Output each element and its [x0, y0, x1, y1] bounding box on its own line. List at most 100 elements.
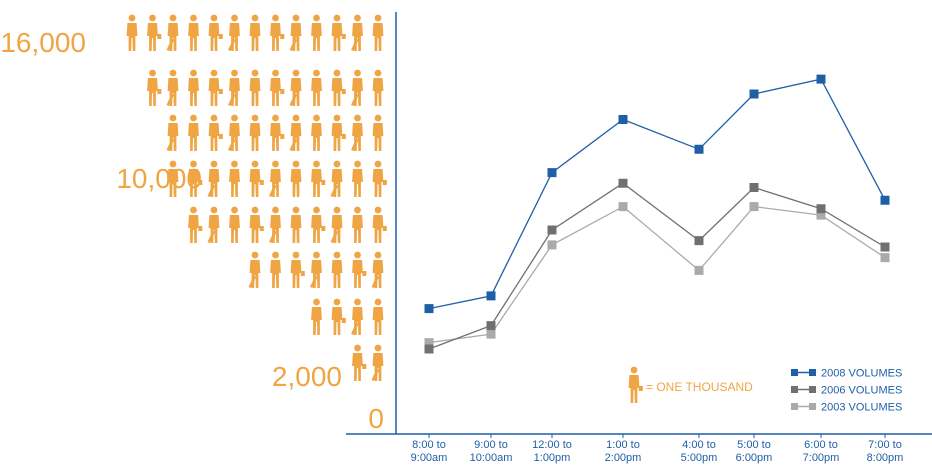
person-head — [292, 114, 300, 122]
person-head — [630, 366, 638, 374]
person-body — [331, 307, 343, 335]
pictogram-row — [167, 160, 387, 197]
data-point — [694, 265, 704, 275]
series-line — [428, 182, 886, 350]
stride-leg — [371, 275, 379, 288]
person-icon — [290, 251, 305, 288]
person-head — [333, 251, 341, 259]
data-point — [880, 253, 890, 263]
person-icon — [371, 251, 384, 288]
briefcase — [198, 226, 203, 231]
person-icon — [208, 69, 223, 106]
stride-leg — [269, 230, 277, 243]
person-head — [354, 206, 361, 214]
briefcase — [259, 180, 264, 185]
person-icon — [208, 14, 223, 51]
x-tick-label-line: 1:00 to — [606, 439, 640, 451]
person-icon — [311, 14, 322, 51]
person-body — [270, 78, 281, 106]
stride-leg — [207, 230, 215, 243]
person-body — [290, 260, 302, 288]
person-body — [628, 375, 640, 403]
stride-leg — [351, 322, 359, 335]
briefcase — [218, 34, 223, 39]
person-body — [188, 169, 199, 197]
person-body — [352, 353, 363, 381]
data-point — [486, 291, 496, 301]
person-icon — [331, 298, 346, 335]
x-tick-label-line: 10:00am — [470, 452, 513, 464]
person-icon — [229, 160, 240, 197]
person-body — [311, 123, 322, 151]
person-head — [354, 114, 361, 122]
stride-leg — [351, 38, 359, 51]
person-head — [128, 14, 136, 22]
person-icon — [188, 14, 199, 51]
series-line — [428, 205, 886, 344]
person-head — [333, 14, 341, 22]
pictogram-row — [248, 251, 384, 288]
data-point — [694, 236, 704, 246]
x-tick-label: 7:00 to 8:00pm — [867, 439, 904, 464]
unit-key: = ONE THOUSAND — [628, 366, 753, 403]
person-body — [147, 78, 158, 106]
person-icon — [352, 344, 367, 381]
x-tick-label: 9:00 to 10:00am — [470, 439, 513, 464]
person-body — [208, 78, 220, 106]
person-icon — [331, 251, 343, 288]
person-body — [290, 215, 302, 243]
person-head — [231, 69, 238, 77]
person-head — [374, 160, 382, 168]
briefcase — [280, 134, 285, 139]
person-icon — [270, 14, 285, 51]
x-tick-label: 12:00 to 1:00pm — [532, 439, 572, 464]
person-head — [210, 14, 218, 22]
y-scale-label: 10,000 — [116, 163, 202, 194]
person-head — [354, 69, 361, 77]
legend-marker-right — [809, 369, 816, 376]
person-body — [126, 23, 138, 51]
stride-leg — [330, 230, 338, 243]
data-point — [547, 168, 557, 178]
x-tick-label: 8:00 to 9:00am — [411, 439, 448, 464]
person-body — [372, 307, 384, 335]
person-head — [374, 114, 382, 122]
person-body — [372, 78, 384, 106]
person-head — [231, 206, 238, 214]
briefcase — [259, 226, 264, 231]
series-line — [428, 78, 886, 310]
pictogram-row — [147, 69, 384, 106]
person-body — [208, 23, 220, 51]
person-icon — [372, 14, 384, 51]
briefcase — [341, 318, 346, 323]
person-body — [352, 260, 363, 288]
person-head — [190, 160, 197, 168]
person-head — [169, 160, 177, 168]
data-point — [618, 115, 628, 124]
person-icon — [330, 206, 343, 243]
data-point — [816, 74, 826, 84]
person-head — [169, 14, 177, 22]
stride-leg — [351, 138, 359, 151]
briefcase — [157, 89, 162, 94]
x-tick-label-line: 6:00pm — [736, 452, 773, 464]
x-tick-label-line: 7:00pm — [803, 452, 840, 464]
person-icon — [208, 114, 223, 151]
person-body — [372, 169, 384, 197]
person-body — [249, 215, 261, 243]
briefcase — [638, 386, 643, 391]
briefcase — [362, 271, 367, 276]
legend-marker-left — [791, 369, 798, 376]
x-tick-label-line: 9:00 to — [474, 439, 508, 451]
x-tick-label: 6:00 to 7:00pm — [803, 439, 840, 464]
person-head — [374, 14, 382, 22]
series-2006-volumes — [424, 178, 890, 354]
pictogram — [126, 14, 387, 381]
person-head — [313, 14, 320, 22]
person-head — [354, 298, 361, 306]
person-body — [249, 23, 261, 51]
data-point — [816, 210, 826, 220]
briefcase — [382, 180, 387, 185]
person-icon — [311, 69, 322, 106]
